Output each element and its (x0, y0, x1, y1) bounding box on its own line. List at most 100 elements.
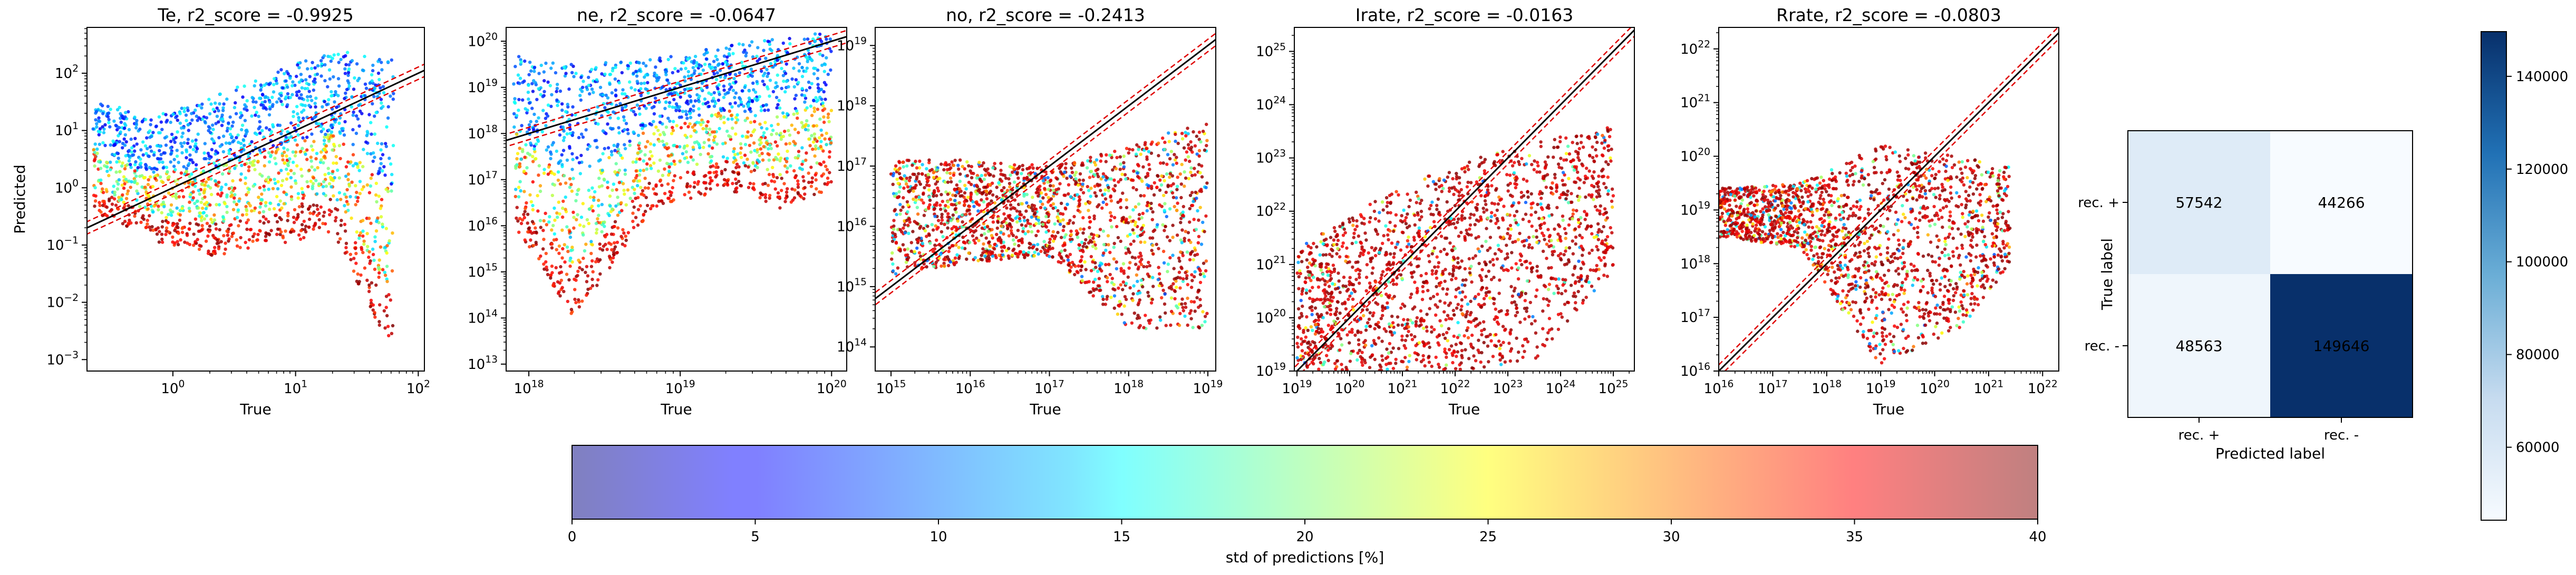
scatter-point (348, 252, 352, 256)
scatter-point (734, 132, 738, 136)
scatter-point (347, 182, 351, 187)
scatter-point (334, 155, 338, 159)
scatter-point (733, 101, 737, 105)
scatter-point (1204, 269, 1208, 272)
scatter-point (1155, 186, 1159, 189)
scatter-point (1119, 267, 1123, 270)
scatter-point (1044, 215, 1048, 219)
scatter-point (820, 63, 824, 67)
scatter-point (238, 246, 242, 249)
scatter-point (1078, 178, 1081, 182)
scatter-point (303, 86, 307, 91)
scatter-point (228, 132, 233, 137)
scatter-point (1015, 252, 1019, 256)
scatter-point (384, 144, 388, 149)
scatter-point (809, 57, 813, 61)
scatter-point (756, 46, 760, 50)
scatter-point (1108, 250, 1112, 255)
scatter-point (123, 115, 127, 119)
scatter-point (538, 184, 543, 188)
scatter-point (367, 289, 371, 294)
scatter-point (684, 110, 688, 113)
scatter-point (296, 192, 301, 196)
scatter-point (691, 125, 695, 129)
scatter-point (390, 189, 393, 193)
scatter-point (980, 209, 983, 213)
scatter-point (250, 209, 254, 213)
scatter-point (556, 216, 559, 219)
scatter-point (575, 156, 579, 160)
scatter-point (577, 161, 582, 164)
scatter-point (1205, 311, 1209, 315)
scatter-point (793, 156, 798, 160)
scatter-point (270, 95, 274, 99)
scatter-point (555, 83, 559, 86)
scatter-point (276, 180, 280, 183)
scatter-point (313, 66, 317, 70)
scatter-point (1136, 235, 1140, 238)
x-tick-label: 1018 (514, 378, 544, 397)
scatter-point (115, 160, 119, 164)
scatter-point (201, 211, 205, 215)
scatter-point (390, 182, 393, 186)
scatter-point (1083, 242, 1087, 246)
scatter-point (761, 80, 765, 83)
scatter-point (658, 56, 662, 60)
scatter-point (272, 207, 276, 211)
scatter-point (1184, 131, 1187, 134)
scatter-point (601, 248, 605, 252)
scatter-point (296, 123, 300, 128)
scatter-point (734, 80, 738, 84)
scatter-point (214, 222, 218, 226)
scatter-point (1189, 140, 1193, 144)
scatter-point (585, 218, 589, 222)
scatter-point (572, 177, 575, 180)
scatter-point (343, 251, 347, 255)
scatter-point (385, 279, 389, 284)
scatter-point (632, 110, 636, 114)
scatter-point (559, 265, 563, 269)
scatter-point (518, 76, 522, 80)
scatter-point (106, 104, 110, 109)
scatter-point (330, 123, 333, 127)
scatter-point (152, 170, 156, 174)
scatter-point (603, 106, 607, 110)
scatter-point (907, 159, 911, 162)
scatter-point (1086, 159, 1090, 163)
scatter-point (267, 180, 270, 184)
scatter-point (224, 182, 228, 187)
scatter-point (802, 197, 806, 201)
scatter-point (330, 130, 334, 134)
scatter-point (282, 146, 286, 150)
scatter-point (99, 210, 103, 214)
scatter-point (528, 193, 532, 197)
scatter-point (658, 121, 662, 124)
scatter-point (151, 184, 155, 189)
scatter-point (519, 157, 523, 161)
scatter-point (155, 232, 159, 236)
scatter-point (357, 124, 361, 128)
scatter-point (247, 165, 251, 169)
scatter-point (1173, 289, 1177, 294)
scatter-point (129, 165, 133, 169)
scatter-point (354, 261, 358, 265)
scatter-point (235, 136, 238, 140)
scatter-point (741, 43, 745, 47)
scatter-point (655, 204, 658, 208)
scatter-point (1000, 249, 1004, 253)
scatter-point (134, 126, 138, 130)
scatter-point (689, 184, 692, 188)
scatter-point (804, 158, 808, 162)
scatter-point (311, 187, 314, 191)
scatter-point (771, 90, 776, 94)
scatter-point (560, 256, 564, 260)
scatter-point (822, 70, 827, 73)
scatter-point (308, 95, 313, 99)
scatter-point (767, 158, 771, 162)
scatter-point (344, 246, 348, 249)
scatter-point (672, 120, 675, 123)
scatter-point (764, 56, 768, 60)
scatter-point (609, 232, 614, 236)
scatter-point (813, 154, 817, 158)
scatter-point (560, 163, 564, 167)
